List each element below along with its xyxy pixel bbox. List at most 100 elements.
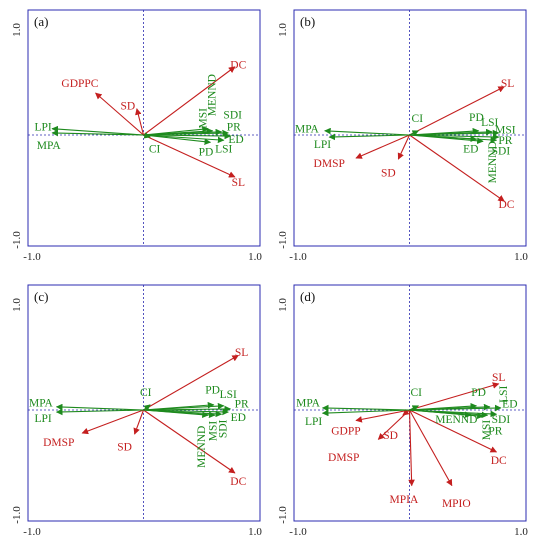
vector-ed bbox=[409, 404, 502, 412]
label-pr: PR bbox=[498, 135, 512, 147]
label-sl: SL bbox=[492, 372, 505, 384]
vector-dmsp bbox=[355, 134, 410, 159]
label-dc: DC bbox=[230, 476, 246, 488]
x-tick-label: -1.0 bbox=[289, 526, 307, 538]
label-msi: MSI bbox=[481, 420, 493, 441]
label-pr: PR bbox=[235, 398, 249, 410]
label-ed: ED bbox=[231, 412, 246, 424]
panel-1: (b) -1.0 1.0 1.0 -1.0 SL DC DMSP SD CI PDLSIMSIPRS… bbox=[277, 9, 528, 263]
panel-frame bbox=[27, 9, 261, 247]
vector-lpi bbox=[321, 409, 410, 417]
x-tick-label: -1.0 bbox=[289, 251, 307, 263]
label-dmsp: DMSP bbox=[43, 437, 74, 449]
label-ed: ED bbox=[502, 398, 517, 410]
label-pd: PD bbox=[205, 385, 220, 397]
vector-pd bbox=[143, 134, 212, 145]
vector-sd bbox=[397, 134, 410, 160]
label-sd: SD bbox=[121, 100, 136, 112]
vector-dc bbox=[143, 66, 236, 136]
vector-dmsp bbox=[81, 409, 144, 435]
label-dc: DC bbox=[491, 455, 507, 467]
vector-dc bbox=[409, 134, 505, 202]
vector-lpi bbox=[328, 133, 410, 141]
vector-mennd bbox=[143, 409, 209, 419]
label-sdi: SDI bbox=[492, 145, 511, 157]
label-sd: SD bbox=[117, 441, 132, 453]
label-mpio: MPIO bbox=[442, 498, 471, 510]
vector-gdpp bbox=[355, 409, 410, 423]
x-tick-label: 1.0 bbox=[514, 251, 528, 263]
label-pd: PD bbox=[199, 146, 214, 158]
y-tick-label: -1.0 bbox=[11, 506, 23, 524]
vector-mennd bbox=[409, 409, 472, 419]
label-ci: CI bbox=[149, 143, 161, 155]
label-ci: CI bbox=[410, 387, 422, 399]
label-msi: MSI bbox=[197, 108, 209, 129]
panel-frame bbox=[27, 284, 261, 522]
vector-mennd bbox=[409, 134, 484, 145]
label-lsi: LSI bbox=[220, 389, 237, 401]
label-sdi: SDI bbox=[217, 419, 229, 438]
vector-ci bbox=[143, 132, 151, 139]
label-dmsp: DMSP bbox=[314, 158, 345, 170]
panel-label: (c) bbox=[34, 289, 48, 304]
vector-mpa bbox=[321, 404, 410, 412]
label-sdi: SDI bbox=[223, 110, 242, 122]
label-ci: CI bbox=[412, 113, 424, 125]
label-lpi: LPI bbox=[314, 139, 331, 151]
vector-mpa bbox=[51, 129, 144, 137]
label-sdi: SDI bbox=[492, 414, 511, 426]
x-tick-label: -1.0 bbox=[23, 526, 41, 538]
vector-ed bbox=[143, 132, 232, 140]
y-tick-label: -1.0 bbox=[277, 231, 289, 249]
label-lsi: LSI bbox=[481, 117, 498, 129]
label-mpa: MPA bbox=[29, 397, 54, 409]
label-pr: PR bbox=[227, 121, 241, 133]
vector-ci bbox=[143, 404, 151, 412]
vector-sl bbox=[143, 354, 239, 411]
label-pd: PD bbox=[471, 387, 486, 399]
vector-sd bbox=[133, 409, 145, 435]
label-lpi: LPI bbox=[35, 121, 52, 133]
label-sd: SD bbox=[383, 430, 398, 442]
label-lsi: LSI bbox=[215, 143, 232, 155]
label-ed: ED bbox=[228, 134, 243, 146]
vector-ci bbox=[409, 405, 420, 412]
vector-msi bbox=[409, 129, 500, 137]
vector-sl bbox=[143, 134, 236, 178]
panel-frame bbox=[293, 9, 527, 247]
x-tick-label: 1.0 bbox=[248, 526, 262, 538]
vector-sl bbox=[409, 382, 500, 411]
y-tick-label: -1.0 bbox=[277, 506, 289, 524]
label-dc: DC bbox=[230, 59, 246, 71]
label-sl: SL bbox=[501, 78, 514, 90]
label-sl: SL bbox=[232, 177, 245, 189]
label-ed: ED bbox=[463, 143, 478, 155]
vector-sd bbox=[135, 108, 145, 136]
label-gdpp: GDPP bbox=[331, 426, 360, 438]
x-tick-label: 1.0 bbox=[248, 251, 262, 263]
label-lpi: LPI bbox=[35, 413, 52, 425]
label-sl: SL bbox=[235, 347, 248, 359]
y-tick-label: 1.0 bbox=[11, 298, 23, 312]
label-mpa: MPA bbox=[296, 397, 321, 409]
vector-mpa bbox=[324, 127, 410, 136]
y-tick-label: 1.0 bbox=[11, 23, 23, 37]
vector-mpia bbox=[408, 409, 415, 487]
y-tick-label: -1.0 bbox=[11, 231, 23, 249]
label-dmsp: DMSP bbox=[328, 452, 359, 464]
label-mpa: MPA bbox=[295, 123, 320, 135]
x-tick-label: 1.0 bbox=[514, 526, 528, 538]
panel-3: (d) -1.0 1.0 1.0 -1.0 SL DC GDPP DMSP SD MPIA MPIO C… bbox=[277, 284, 528, 538]
vector-lpi bbox=[55, 408, 144, 416]
label-lsi: LSI bbox=[498, 385, 510, 402]
vector-lpi bbox=[51, 125, 144, 136]
vector-dc bbox=[143, 409, 236, 474]
label-gdppc: GDPPC bbox=[61, 78, 98, 90]
vector-sd bbox=[402, 408, 410, 416]
label-lpi: LPI bbox=[305, 416, 322, 428]
vector-ci bbox=[409, 130, 420, 137]
